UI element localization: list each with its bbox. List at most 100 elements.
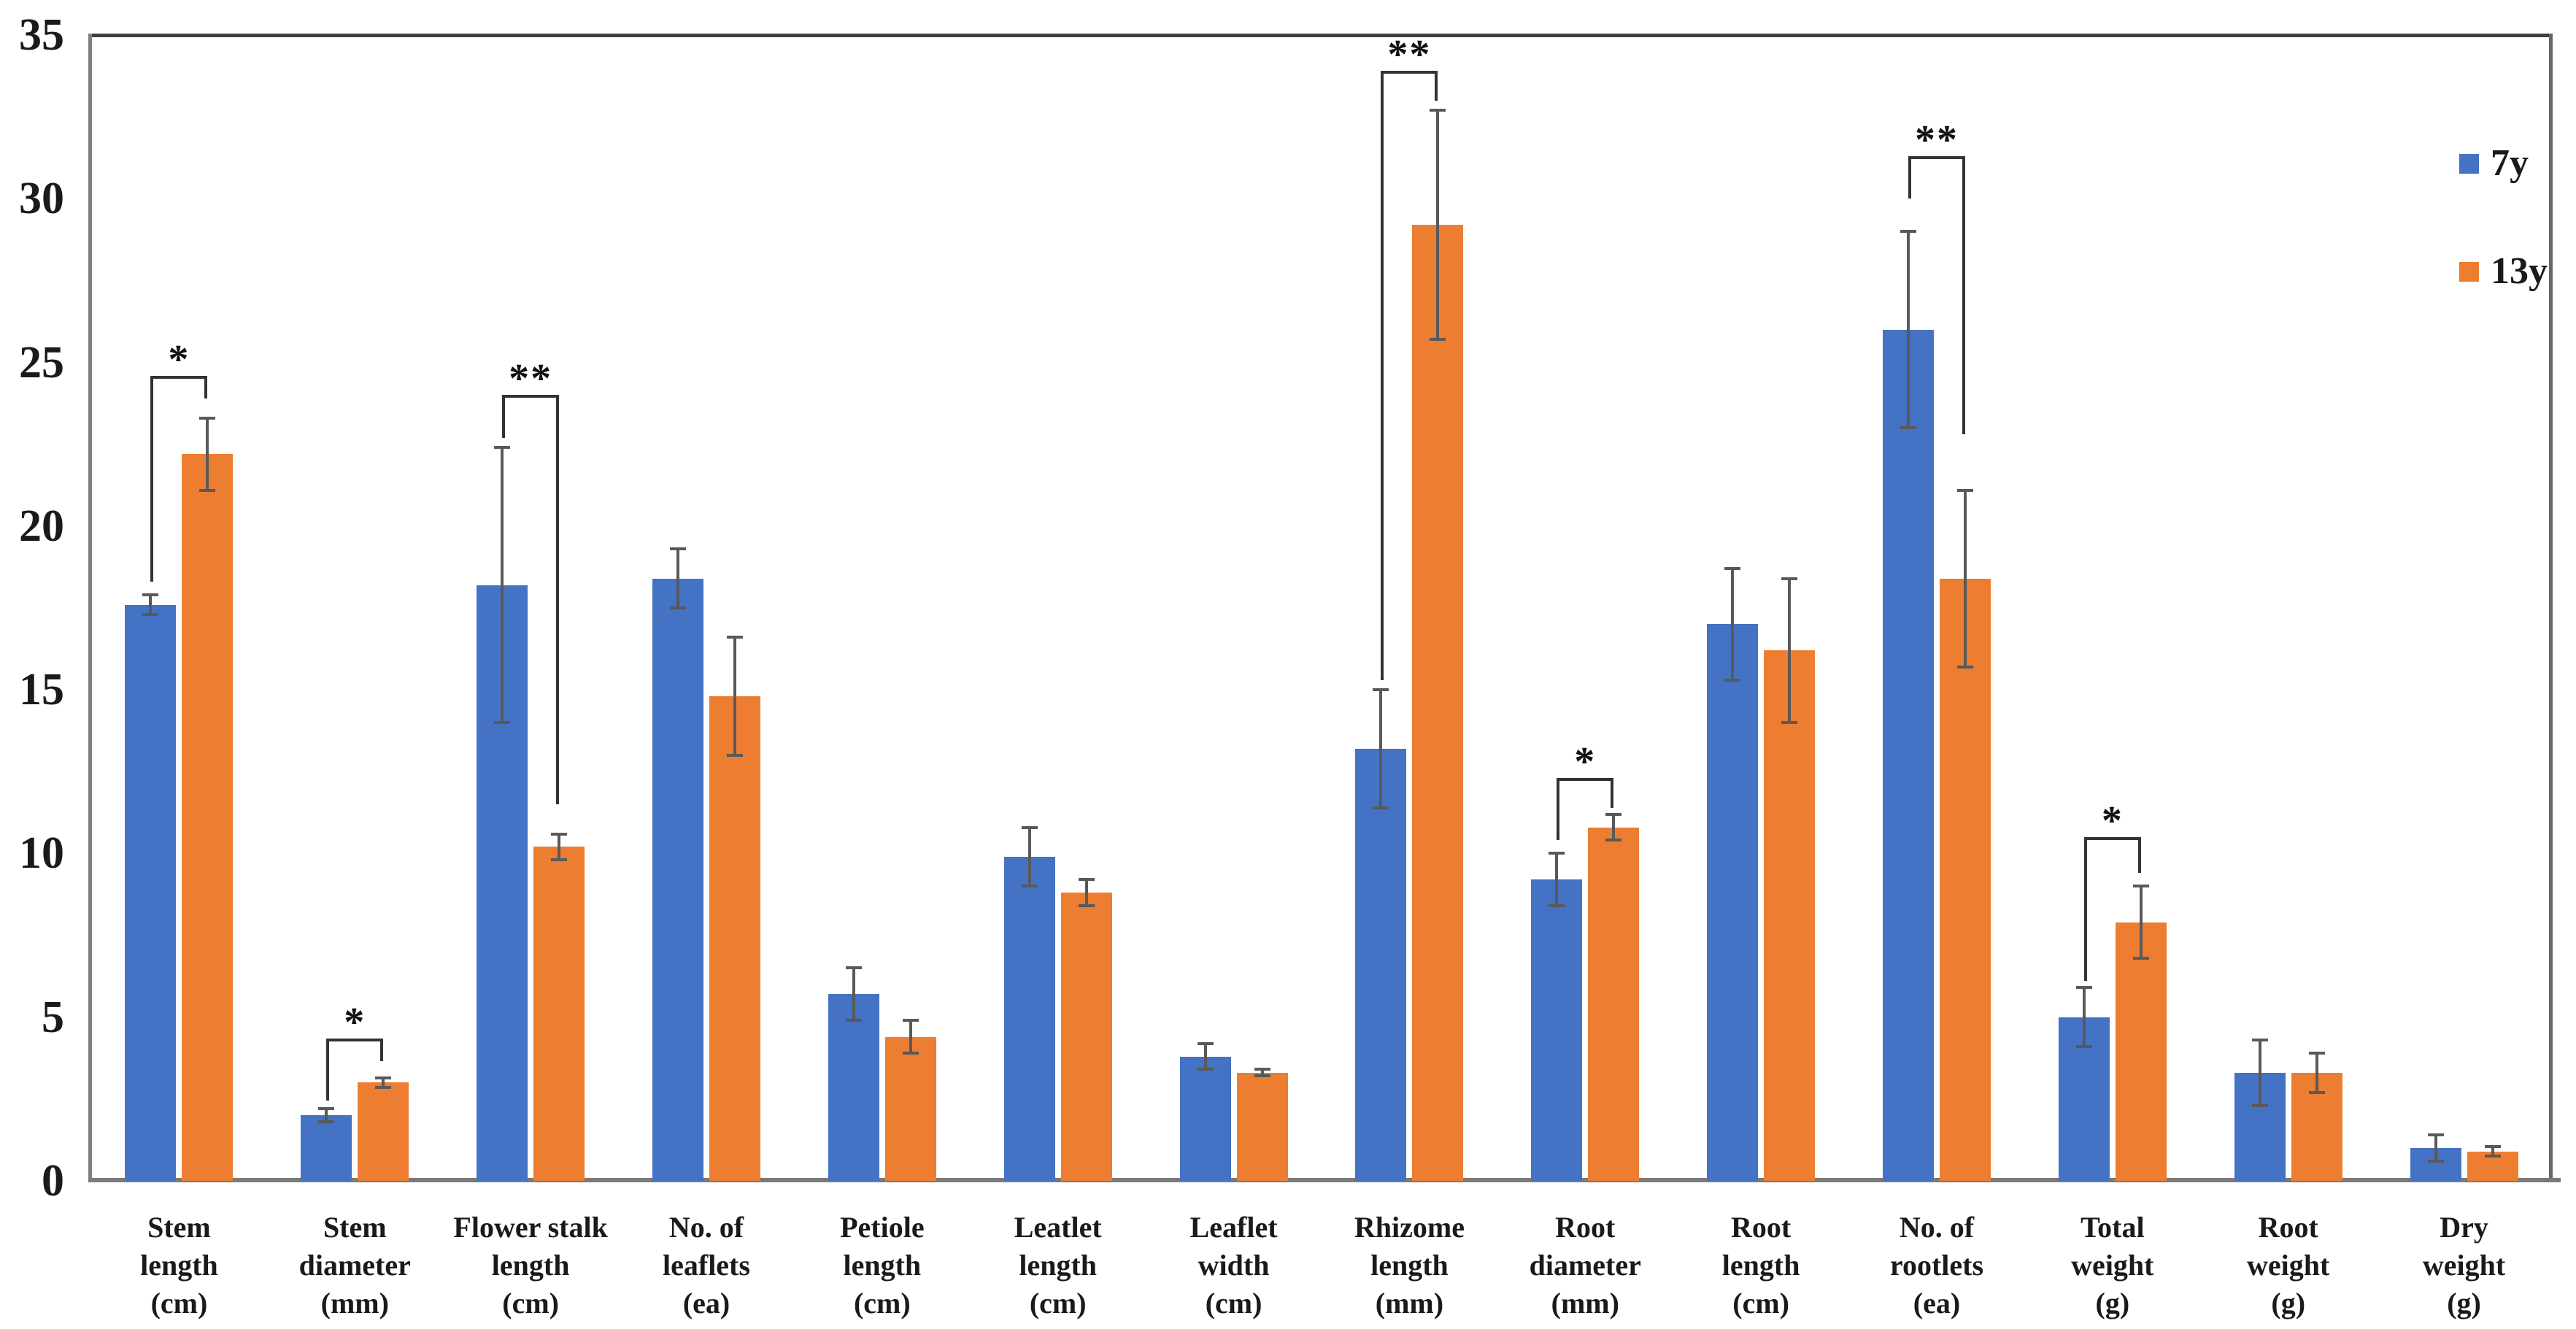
plot-area: 7y 13y * * ** ** * ** * [91, 32, 2552, 1181]
error-cap-bottom-13y-group0 [199, 488, 216, 492]
sig-bracket-left-leg-group10 [1908, 155, 1911, 199]
y-axis-line [88, 34, 92, 1181]
error-cap-bottom-7y-group4 [845, 1019, 862, 1022]
error-cap-top-13y-group13 [2484, 1144, 2501, 1148]
error-cap-bottom-13y-group8 [1605, 839, 1622, 842]
x-category-label-group11: Total weight (g) [2071, 1211, 2154, 1320]
error-cap-top-13y-group11 [2132, 885, 2149, 888]
x-category-label-group5: Leatlet length (cm) [1014, 1211, 1102, 1320]
error-cap-bottom-13y-group2 [551, 858, 568, 862]
error-cap-top-7y-group1 [318, 1107, 335, 1111]
x-category-label-group10: No. of rootlets (ea) [1889, 1211, 1984, 1320]
error-bar-7y-group0 [149, 595, 153, 615]
error-cap-top-7y-group10 [1900, 230, 1916, 234]
sig-bracket-left-leg-group0 [150, 375, 154, 582]
bar-13y-group9 [1764, 650, 1816, 1181]
error-cap-top-7y-group12 [2251, 1039, 2268, 1042]
error-cap-top-13y-group5 [1078, 878, 1095, 882]
error-cap-bottom-13y-group4 [902, 1052, 919, 1055]
error-bar-7y-group12 [2258, 1040, 2261, 1106]
error-cap-bottom-7y-group13 [2427, 1160, 2444, 1163]
bar-7y-group10 [1883, 329, 1934, 1181]
error-cap-bottom-13y-group1 [375, 1086, 392, 1090]
sig-bracket-right-leg-group11 [2137, 837, 2141, 874]
y-tick-label-20: 20 [19, 501, 64, 551]
y-tick-label-30: 30 [19, 174, 64, 224]
error-cap-top-13y-group3 [727, 636, 743, 639]
error-cap-top-7y-group0 [142, 593, 159, 597]
sig-bracket-left-leg-group2 [502, 395, 506, 438]
error-cap-top-13y-group2 [551, 832, 568, 836]
sig-bracket-hline-group7 [1381, 71, 1438, 74]
x-category-label-group4: Petiole length (cm) [840, 1211, 925, 1320]
legend-swatch-7y [2459, 153, 2479, 174]
sig-marker-group10: ** [1915, 117, 1959, 163]
error-bar-13y-group13 [2491, 1146, 2494, 1157]
error-cap-bottom-7y-group5 [1021, 885, 1038, 888]
error-bar-7y-group8 [1555, 853, 1559, 906]
error-bar-13y-group1 [382, 1077, 385, 1088]
error-cap-bottom-7y-group9 [1724, 678, 1741, 682]
plot-border-right [2549, 34, 2553, 1181]
sig-bracket-hline-group8 [1557, 778, 1614, 782]
sig-bracket-right-leg-group10 [1962, 155, 1965, 435]
error-cap-top-7y-group4 [845, 966, 862, 970]
y-tick-label-0: 0 [42, 1156, 64, 1206]
error-cap-top-13y-group0 [199, 416, 216, 420]
sig-marker-group7: ** [1387, 32, 1432, 78]
error-cap-bottom-7y-group8 [1549, 904, 1565, 908]
sig-marker-group1: * [344, 999, 366, 1045]
error-bar-7y-group1 [325, 1109, 328, 1122]
x-category-label-group13: Dry weight (g) [2422, 1211, 2506, 1320]
error-bar-7y-group13 [2434, 1135, 2437, 1162]
bar-13y-group4 [884, 1036, 936, 1181]
x-category-label-group9: Root length (cm) [1721, 1211, 1800, 1320]
bar-7y-group1 [301, 1115, 352, 1181]
error-bar-13y-group8 [1612, 814, 1616, 841]
error-cap-top-13y-group1 [375, 1076, 392, 1079]
bar-7y-group4 [828, 994, 879, 1181]
x-category-label-group7: Rhizome length (mm) [1354, 1211, 1465, 1320]
sig-bracket-left-leg-group7 [1381, 71, 1384, 680]
error-cap-top-13y-group4 [902, 1019, 919, 1022]
error-bar-13y-group2 [558, 833, 561, 860]
error-bar-13y-group11 [2139, 886, 2143, 958]
error-cap-bottom-13y-group5 [1078, 904, 1095, 908]
bar-13y-group3 [709, 696, 760, 1181]
error-cap-bottom-7y-group12 [2251, 1103, 2268, 1107]
error-cap-bottom-13y-group12 [2308, 1090, 2325, 1094]
sig-marker-group11: * [2101, 798, 2124, 844]
sig-bracket-left-leg-group8 [1557, 778, 1560, 841]
error-cap-bottom-13y-group10 [1957, 665, 1973, 669]
bar-13y-group1 [358, 1082, 409, 1181]
bar-7y-group5 [1003, 856, 1055, 1181]
error-bar-7y-group4 [852, 968, 855, 1021]
error-bar-13y-group10 [1964, 490, 1967, 667]
bar-13y-group11 [2115, 922, 2167, 1181]
bar-13y-group0 [182, 454, 234, 1181]
sig-bracket-hline-group2 [502, 395, 560, 398]
plot-border-top [88, 34, 2553, 37]
legend-entry-13y: 13y [2459, 253, 2548, 290]
bar-7y-group6 [1179, 1056, 1231, 1181]
error-bar-13y-group7 [1436, 110, 1440, 340]
sig-marker-group0: * [168, 336, 190, 382]
x-axis-line [88, 1178, 2561, 1182]
bar-13y-group5 [1060, 893, 1112, 1181]
error-bar-7y-group6 [1203, 1043, 1207, 1070]
error-cap-top-7y-group3 [670, 547, 686, 551]
legend-label-7y: 7y [2491, 142, 2529, 184]
error-cap-bottom-7y-group0 [142, 612, 159, 616]
y-tick-label-15: 15 [19, 665, 64, 715]
sig-marker-group8: * [1574, 739, 1597, 785]
bar-7y-group3 [652, 578, 703, 1181]
error-cap-top-13y-group10 [1957, 488, 1973, 492]
error-cap-top-13y-group12 [2308, 1052, 2325, 1055]
sig-bracket-right-leg-group7 [1435, 71, 1438, 101]
error-bar-7y-group7 [1379, 690, 1383, 808]
x-category-label-group0: Stem length (cm) [140, 1211, 218, 1320]
sig-bracket-right-leg-group0 [204, 375, 208, 398]
error-cap-top-7y-group11 [2075, 986, 2092, 990]
bar-13y-group7 [1412, 225, 1464, 1181]
error-cap-bottom-7y-group10 [1900, 426, 1916, 430]
